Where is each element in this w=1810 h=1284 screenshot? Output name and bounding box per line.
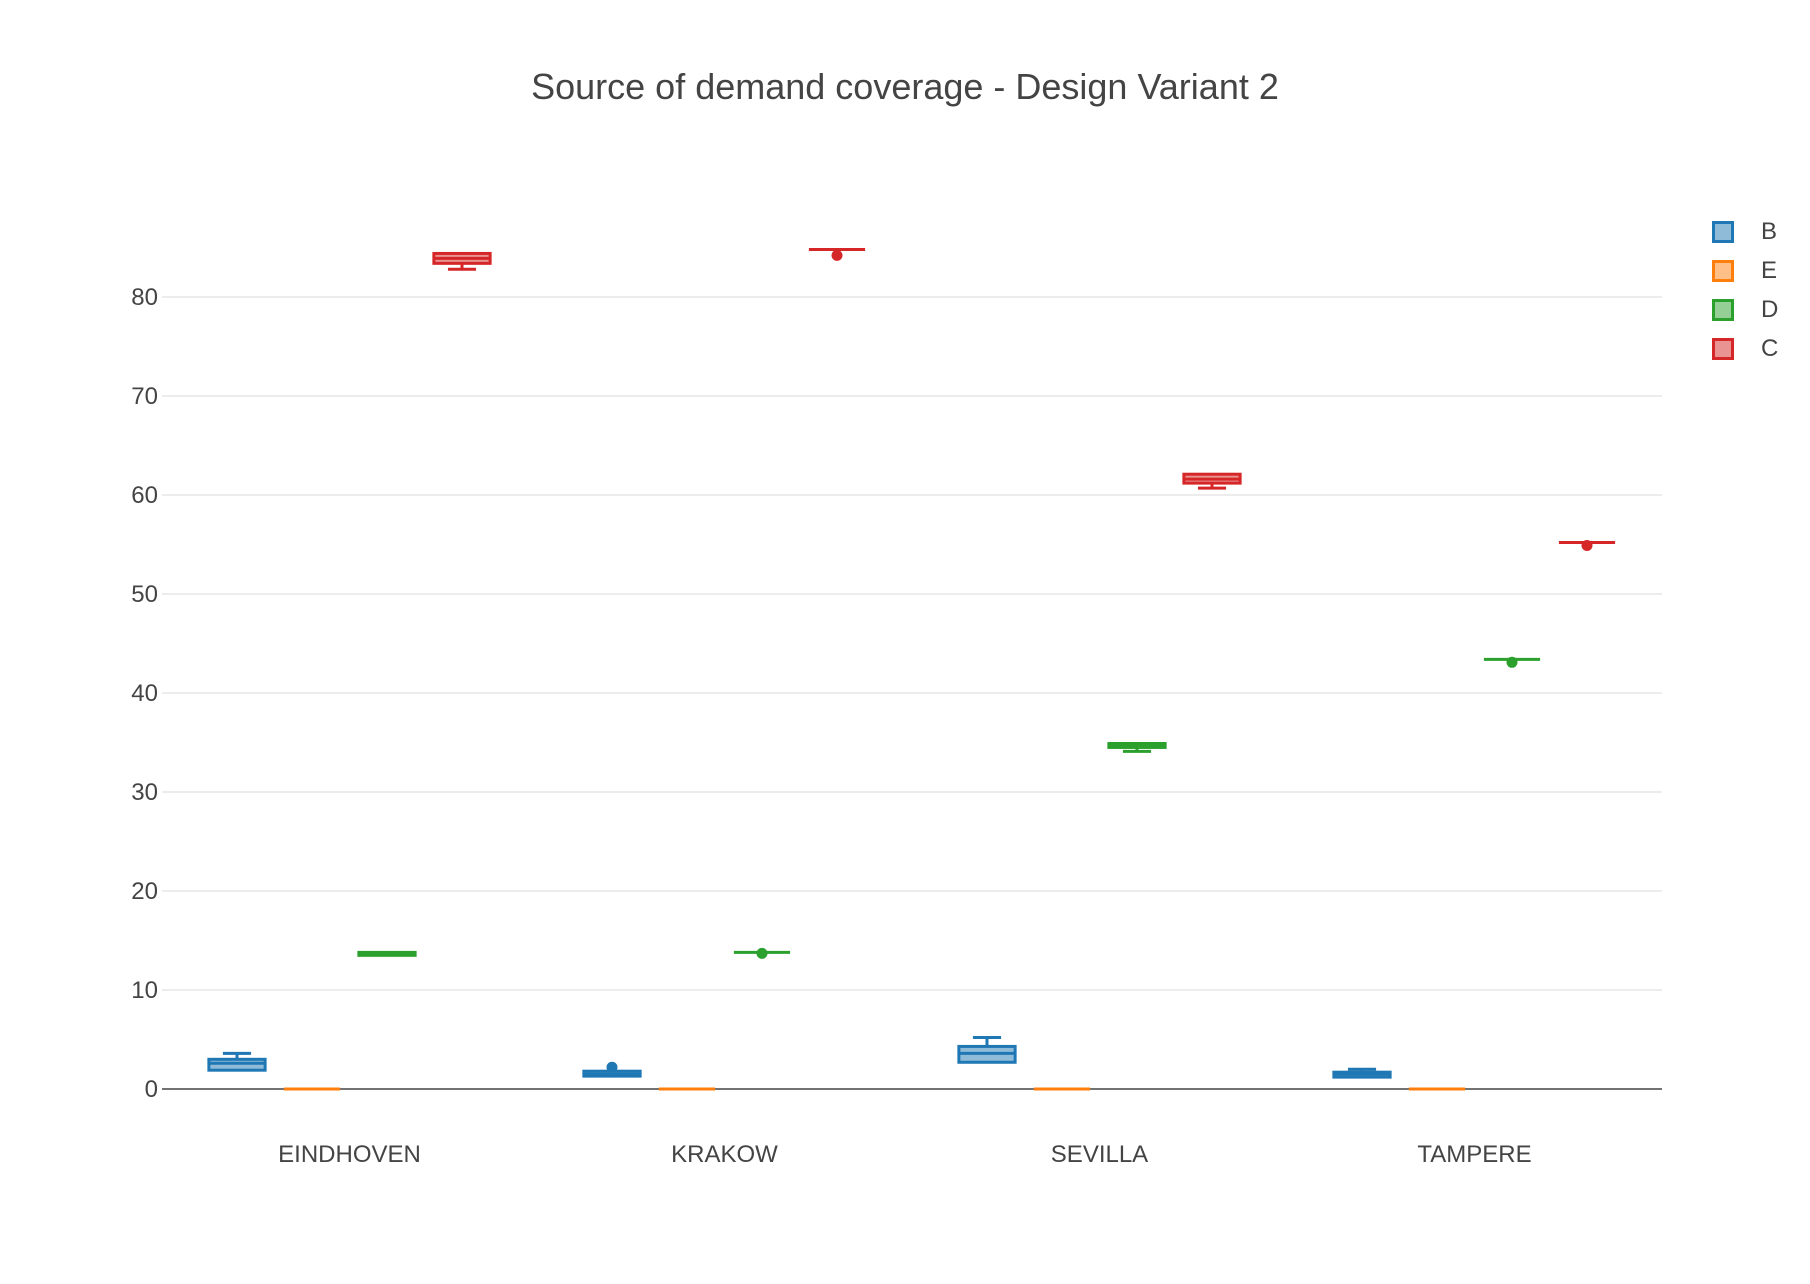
y-axis-ticks: 0 10 20 30 40 50 60 70 80 (131, 284, 158, 1103)
box-B-tampere[interactable] (1332, 1067, 1392, 1079)
y-tick-label: 10 (131, 977, 158, 1004)
legend-item-B[interactable]: B (1712, 212, 1778, 251)
box-D-eindhoven[interactable] (357, 950, 417, 957)
y-tick-label: 70 (131, 383, 158, 410)
legend-swatch (1712, 220, 1734, 243)
legend-label: E (1761, 256, 1778, 284)
x-axis-ticks: EINDHOVEN KRAKOW SEVILLA TAMPERE (278, 1141, 1531, 1168)
box-D-krakow[interactable] (733, 947, 791, 959)
box-C-krakow[interactable] (808, 247, 866, 261)
y-tick-label: 30 (131, 779, 158, 806)
x-tick-label: SEVILLA (1051, 1141, 1148, 1168)
y-tick-label: 40 (131, 680, 158, 707)
box-B-sevilla[interactable] (957, 1036, 1017, 1064)
y-tick-label: 0 (145, 1076, 158, 1103)
legend-swatch (1712, 298, 1734, 321)
y-tick-label: 50 (131, 581, 158, 608)
y-tick-label: 20 (131, 878, 158, 905)
box-B-krakow[interactable] (582, 1061, 642, 1078)
gridlines (162, 296, 1662, 1090)
y-tick-label: 60 (131, 482, 158, 509)
legend-swatch (1712, 337, 1734, 360)
outlier-point (756, 947, 768, 959)
legend-label: B (1761, 217, 1778, 245)
box-C-eindhoven[interactable] (432, 251, 492, 271)
series-B (207, 1036, 1392, 1079)
legend-swatch (1712, 259, 1734, 282)
chart-title: Source of demand coverage - Design Varia… (531, 66, 1279, 107)
box-D-tampere[interactable] (1483, 656, 1541, 668)
legend-label: C (1761, 334, 1779, 362)
box-D-sevilla[interactable] (1107, 741, 1167, 753)
x-tick-label: TAMPERE (1417, 1141, 1531, 1168)
series-C (432, 247, 1616, 551)
box-C-tampere[interactable] (1558, 539, 1616, 551)
box-B-eindhoven[interactable] (207, 1051, 267, 1072)
legend-item-E[interactable]: E (1712, 251, 1778, 290)
outlier-point (831, 249, 843, 261)
series-D (357, 656, 1541, 959)
legend-label: D (1761, 295, 1779, 323)
outlier-point (1581, 539, 1593, 551)
outlier-point (606, 1061, 618, 1073)
box-C-sevilla[interactable] (1182, 472, 1242, 490)
outlier-point (1506, 656, 1518, 668)
legend-item-D[interactable]: D (1712, 290, 1778, 329)
x-tick-label: KRAKOW (671, 1141, 778, 1168)
plot-area (207, 247, 1616, 1091)
y-tick-label: 80 (131, 284, 158, 311)
x-tick-label: EINDHOVEN (278, 1141, 421, 1168)
legend-item-C[interactable]: C (1712, 329, 1778, 368)
